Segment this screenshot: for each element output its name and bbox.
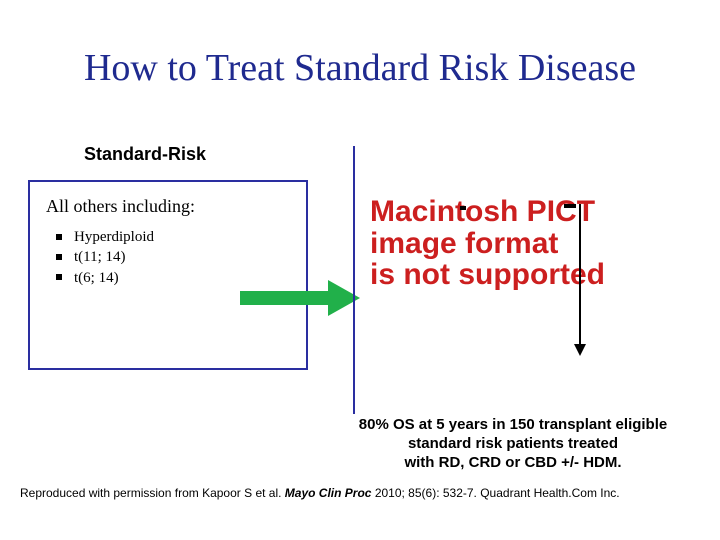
pict-placeholder: Macintosh PICT image format is not suppo… (370, 196, 650, 291)
caption-line: with RD, CRD or CBD +/- HDM. (328, 454, 698, 473)
vertical-divider (353, 146, 355, 414)
credit-journal: Mayo Clin Proc (285, 486, 372, 500)
result-caption: 80% OS at 5 years in 150 transplant elig… (328, 416, 698, 472)
criteria-list: Hyperdiploid t(11; 14) t(6; 14) (46, 227, 290, 288)
list-item: t(11; 14) (74, 247, 290, 267)
arrow-down-shaft (579, 204, 581, 344)
credit-suffix: 2010; 85(6): 532-7. Quadrant Health.Com … (371, 486, 619, 500)
criteria-box: All others including: Hyperdiploid t(11;… (28, 180, 308, 370)
subheading-standard-risk: Standard-Risk (84, 144, 206, 165)
credit-line: Reproduced with permission from Kapoor S… (20, 486, 700, 500)
list-item: Hyperdiploid (74, 227, 290, 247)
arrow-shaft (240, 291, 328, 305)
arrow-down-head (574, 344, 586, 356)
placeholder-line: is not supported (370, 259, 650, 291)
placeholder-line: image format (370, 228, 650, 260)
caption-line: 80% OS at 5 years in 150 transplant elig… (328, 416, 698, 435)
credit-prefix: Reproduced with permission from Kapoor S… (20, 486, 285, 500)
caption-line: standard risk patients treated (328, 435, 698, 454)
tick-mark (460, 206, 466, 210)
criteria-lead: All others including: (46, 196, 290, 217)
arrow-head (328, 280, 360, 316)
arrow-right-icon (240, 280, 360, 316)
slide: How to Treat Standard Risk Disease Stand… (0, 0, 720, 540)
placeholder-line: Macintosh PICT (370, 196, 650, 228)
page-title: How to Treat Standard Risk Disease (38, 46, 682, 90)
tick-mark (564, 204, 576, 208)
